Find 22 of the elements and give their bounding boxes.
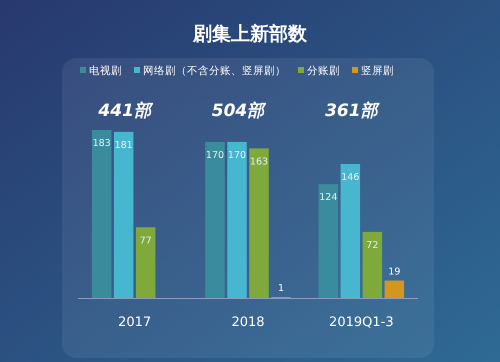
legend-label: 竖屏剧 <box>361 65 394 77</box>
legend-label: 分账剧 <box>307 65 340 77</box>
data-label: 183 <box>92 138 111 149</box>
data-label: 146 <box>341 172 360 183</box>
x-tick-label: 2018 <box>231 315 265 330</box>
data-label: 181 <box>114 140 133 151</box>
x-tick-label: 2019Q1-3 <box>329 315 394 330</box>
data-label: 72 <box>366 240 378 251</box>
data-label: 170 <box>228 150 246 161</box>
data-label: 19 <box>388 266 400 278</box>
chart-title: 剧集上新部数 <box>192 23 308 45</box>
data-label: 163 <box>250 156 268 168</box>
x-tick-label: 2017 <box>118 315 152 330</box>
data-label: 77 <box>140 235 152 246</box>
total-label: 504部 <box>212 101 268 121</box>
legend-label: 电视剧 <box>89 64 122 77</box>
legend-label: 网络剧（不含分账、竖屏剧） <box>143 64 286 77</box>
total-label: 441部 <box>97 101 154 121</box>
data-label: 170 <box>206 150 224 161</box>
total-label: 361部 <box>325 101 381 121</box>
data-label: 1 <box>278 283 284 294</box>
data-label: 124 <box>319 192 338 204</box>
